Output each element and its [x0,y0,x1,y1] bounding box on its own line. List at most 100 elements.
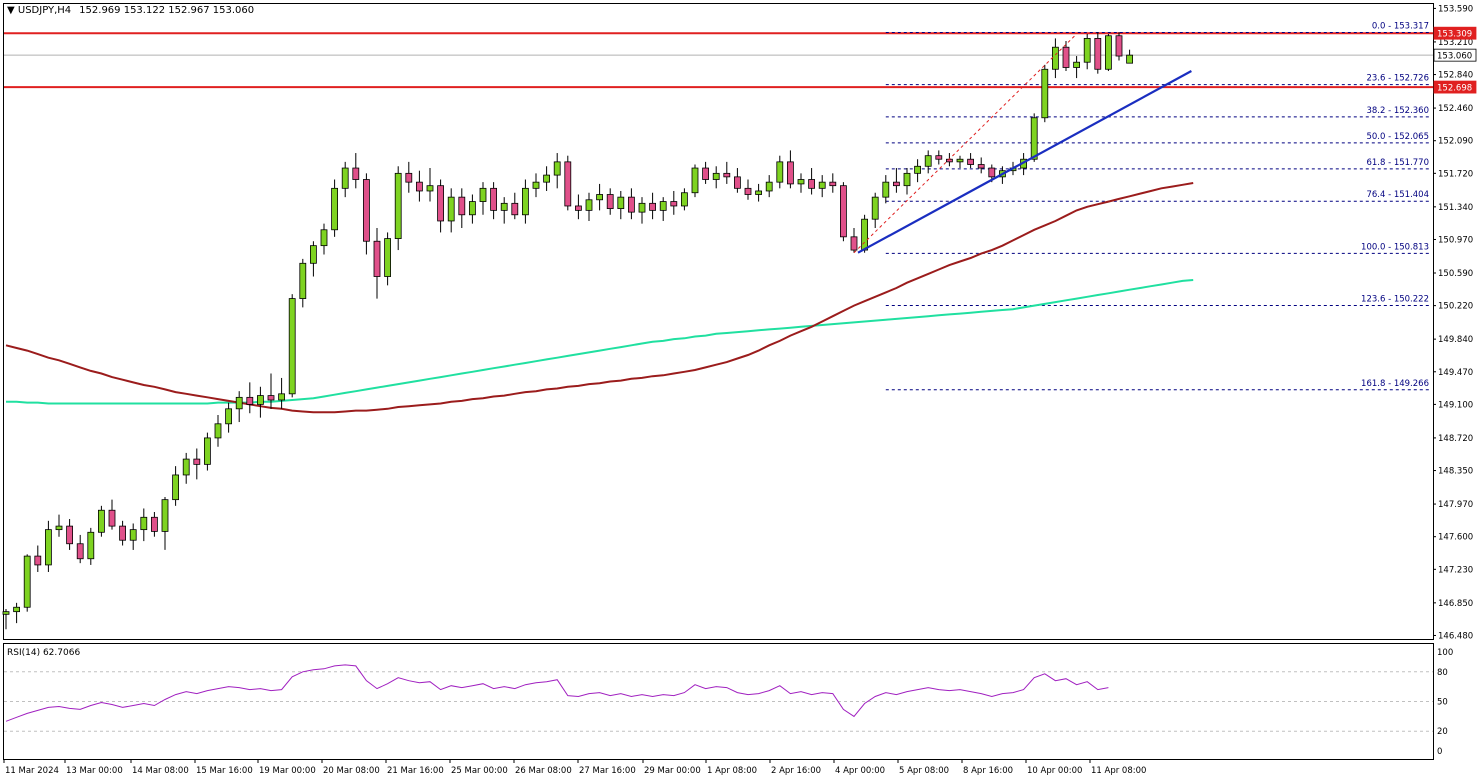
candle-body [511,202,519,216]
candle-body [172,474,180,501]
candle-body [129,529,137,541]
candle-body [818,181,826,189]
candle-body [2,611,10,615]
candle-body [585,199,593,211]
price-tick-label: 153.590 [1438,4,1473,14]
moving-averages [5,182,1194,414]
candle-body [256,395,264,405]
rsi-axis-label: 50 [1437,698,1448,708]
horizontal-levels [4,32,1433,89]
price-tick-label: 152.090 [1438,137,1473,147]
price-tick-label: 147.230 [1438,565,1473,575]
candle-body [1105,35,1112,70]
candle-body [935,155,943,160]
fib-level-label: 123.6 - 150.222 [1361,294,1429,304]
candle-body [373,240,381,277]
time-tick-label: 8 Apr 16:00 [963,766,1013,776]
candle-body [882,181,890,198]
candle-body [1062,46,1070,68]
price-tick-label: 152.840 [1438,71,1473,81]
candle-body [98,509,105,533]
candle-body [712,172,720,180]
candle-body [288,298,296,395]
candle-body [394,172,402,239]
candle-body [267,395,275,401]
candle-body [1030,117,1038,160]
candle-body [34,555,42,566]
candle-body [638,202,646,213]
fib-anchor-line [853,33,1077,254]
candle-body [309,245,317,264]
candle-body [903,172,911,187]
rsi-axis-label: 20 [1437,727,1448,737]
time-tick-label: 1 Apr 08:00 [707,766,757,776]
price-tick-label: 148.720 [1438,434,1473,444]
main-panel-frame [3,3,1434,640]
time-tick-label: 19 Mar 00:00 [259,766,316,776]
time-tick-label: 4 Apr 00:00 [835,766,885,776]
candle-body [691,167,699,194]
candle-body [352,167,360,180]
time-tick-label: 13 Mar 00:00 [66,766,123,776]
rsi-label: RSI(14) 62.7066 [7,648,80,658]
candle-body [225,408,233,425]
sma100-line [5,182,1194,414]
candle-body [543,174,550,183]
price-tick-label: 151.340 [1438,203,1473,213]
candle-body [140,516,148,531]
candle-body [437,185,445,222]
candle-body [755,190,762,195]
time-tick-label: 27 Mar 16:00 [579,766,636,776]
candle-body [829,181,837,187]
price-tick-label: 149.100 [1438,400,1473,410]
price-tick-label: 149.840 [1438,335,1473,345]
price-tick-label: 150.590 [1438,269,1473,279]
header-symbol: USDJPY,H4 [18,5,71,16]
bullish-trend-line [857,70,1192,254]
candle-body [787,161,794,185]
time-tick-label: 25 Mar 00:00 [451,766,508,776]
candle-body [649,202,656,211]
price-tick-label: 150.970 [1438,235,1473,245]
candle-body [203,437,211,465]
time-tick-label: 2 Apr 16:00 [771,766,821,776]
candle-body [924,155,932,167]
candle-body [871,196,879,220]
candle-body [500,202,508,211]
fib-level-label: 61.8 - 151.770 [1366,158,1429,168]
time-tick-label: 5 Apr 08:00 [899,766,949,776]
candle-body [182,458,190,476]
candle-body [66,525,73,545]
chart-header-symbol: ▼ USDJPY,H4 152.969 153.122 152.967 153.0… [7,5,254,16]
price-tick-label: 151.720 [1438,169,1473,179]
candle-body [522,187,529,216]
rsi-line [5,664,1109,722]
price-tick-label: 146.480 [1438,631,1473,641]
candle-body [659,201,667,211]
candle-body [1115,35,1123,57]
candle-body [384,238,392,277]
header-triangle-icon: ▼ [7,5,18,16]
candle-body [1041,68,1049,119]
price-tick-label: 150.220 [1438,302,1473,312]
candle-body [214,423,222,439]
candle-body [331,187,339,231]
fib-level-label: 50.0 - 152.065 [1366,132,1429,142]
time-tick-label: 26 Mar 08:00 [515,766,572,776]
price-tick-label: 148.350 [1438,467,1473,477]
price-tag-label: 152.698 [1437,84,1472,94]
candle-body [193,458,201,465]
candle-body [744,187,752,195]
candle-body [702,167,709,180]
time-axis: 11 Mar 2024 13 Mar 00:00 14 Mar 08:00 15 Ma… [3,759,1146,776]
fib-level-label: 100.0 - 150.813 [1361,242,1429,252]
candle-body [797,179,805,185]
time-tick-label: 15 Mar 16:00 [196,766,253,776]
candle-body [299,262,307,299]
fib-level-label: 76.4 - 151.404 [1366,190,1429,200]
time-tick-label: 21 Mar 16:00 [387,766,444,776]
time-tick-label: 11 Mar 2024 [5,766,59,776]
candle-body [1083,37,1091,63]
candle-body [575,205,582,211]
